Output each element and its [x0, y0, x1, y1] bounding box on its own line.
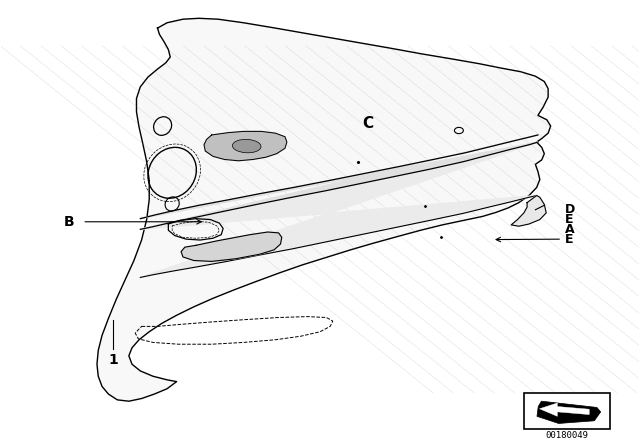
Text: E: E: [565, 233, 574, 246]
Text: D: D: [565, 203, 575, 216]
Polygon shape: [537, 401, 601, 423]
Polygon shape: [140, 135, 538, 229]
Polygon shape: [511, 195, 546, 226]
Polygon shape: [140, 142, 538, 277]
Text: B: B: [64, 215, 75, 229]
Text: C: C: [362, 116, 373, 131]
Text: A: A: [565, 223, 575, 236]
Bar: [524, 393, 610, 429]
Polygon shape: [181, 232, 282, 261]
Ellipse shape: [232, 139, 261, 153]
Polygon shape: [540, 403, 589, 416]
Text: 00180049: 00180049: [545, 431, 588, 440]
Text: 1: 1: [108, 353, 118, 367]
Polygon shape: [204, 131, 287, 161]
Polygon shape: [97, 18, 550, 401]
Text: E: E: [565, 213, 574, 226]
